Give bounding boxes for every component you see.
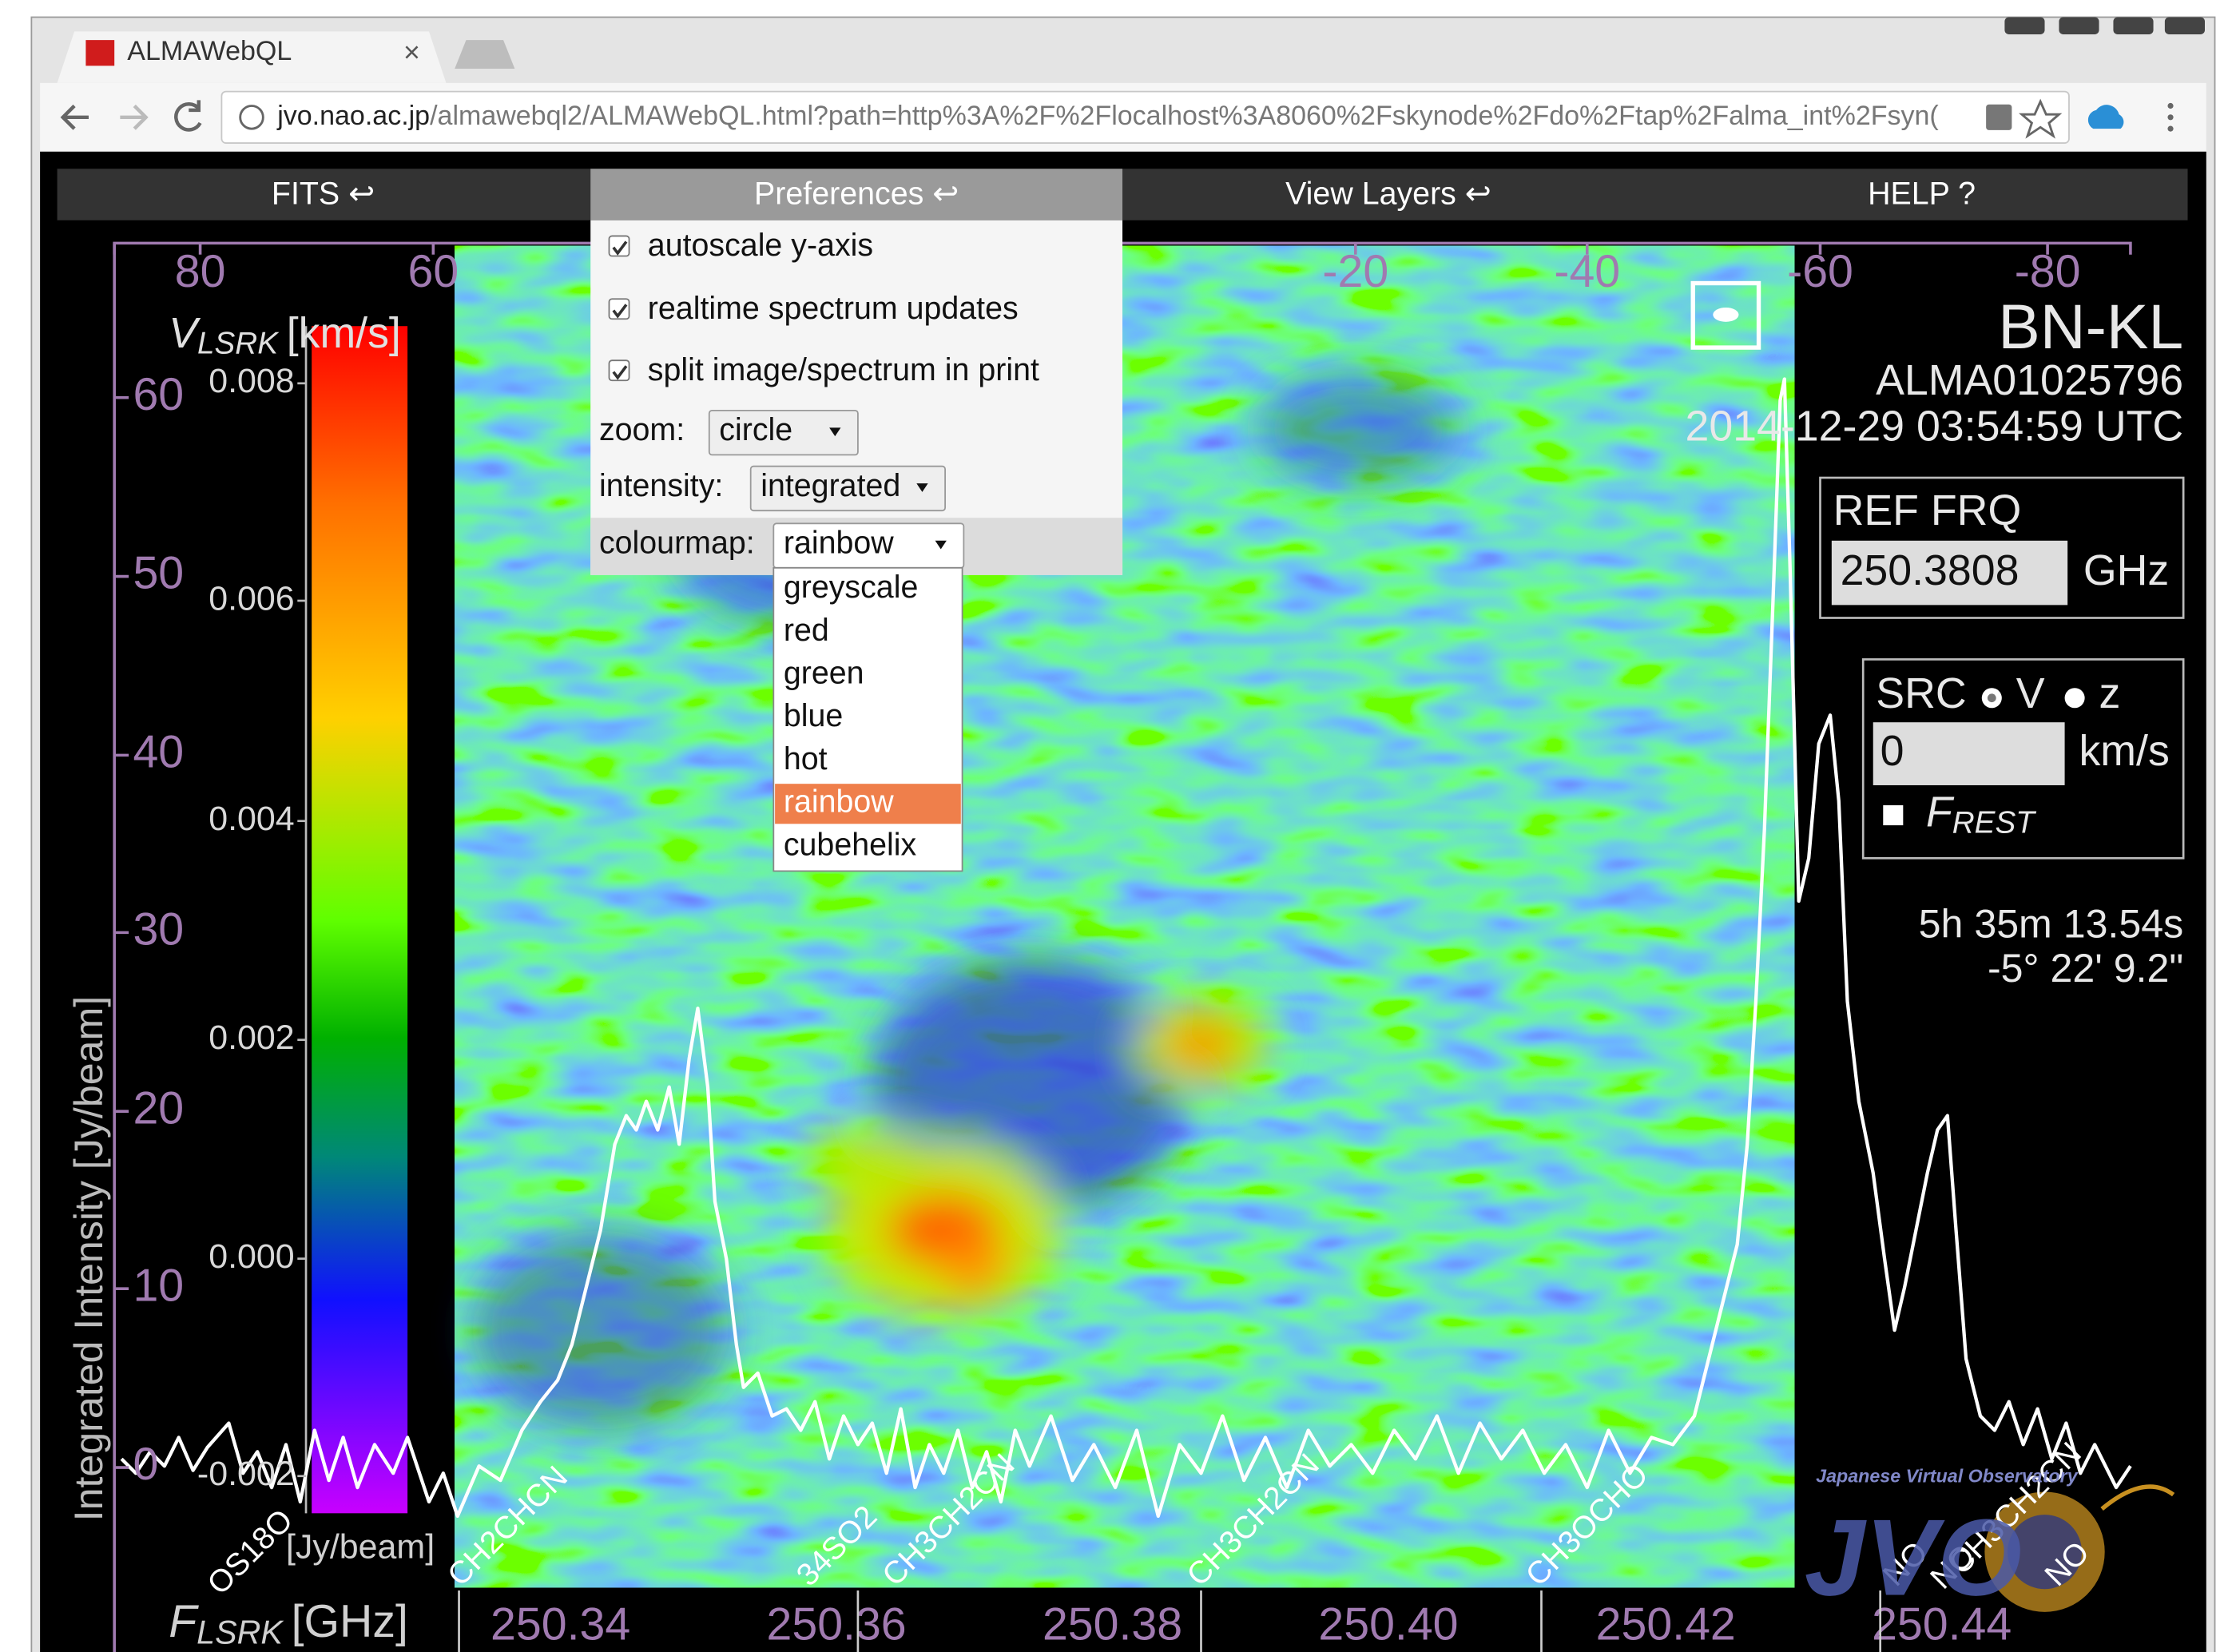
favicon <box>85 40 114 66</box>
velocity-axis-label-sub: LSRK <box>197 327 280 361</box>
colorbar-tick-label: 0.006 <box>209 579 294 618</box>
src-unit: km/s <box>2079 727 2169 775</box>
url-host: jvo.nao.ac.jp <box>276 101 430 131</box>
checkbox-label[interactable]: split image/spectrum in print <box>648 352 1039 387</box>
logo-caption: Japanese Virtual Observatory <box>1816 1466 2079 1487</box>
colorbar-tick-label: 0.000 <box>209 1237 294 1276</box>
observation-date: 2014-12-29 03:54:59 UTC <box>1685 402 2183 450</box>
colorbar <box>312 326 407 1513</box>
frequency-axis-label-unit: [GHz] <box>292 1596 408 1647</box>
frequency-tick-label: 250.40 <box>1318 1599 1458 1650</box>
intensity-value[interactable]: integrated <box>761 468 900 503</box>
velocity-tick-label: -60 <box>1787 246 1853 297</box>
checkbox-label[interactable]: realtime spectrum updates <box>648 291 1019 326</box>
frequency-tick-label: 250.38 <box>1043 1599 1182 1650</box>
src-label: SRC <box>1876 669 1966 717</box>
url: jvo.nao.ac.jp/almawebql2/ALMAWebQL.html?… <box>276 101 1939 131</box>
radio-v-dot <box>1988 693 1996 702</box>
ref-frq-unit: GHz <box>2083 546 2169 594</box>
velocity-tick-label: 60 <box>407 246 459 297</box>
velocity-tick-label: -80 <box>2015 246 2081 297</box>
left-tick-label: 10 <box>133 1260 184 1311</box>
checkbox-label[interactable]: autoscale y-axis <box>648 228 873 263</box>
zoom-label: zoom: <box>599 412 685 447</box>
screenshot: ALMAWebQL × jvo.nao.ac.jp/almawebql2/ALM… <box>0 0 2232 1652</box>
colourmap-value[interactable]: rainbow <box>784 526 894 561</box>
left-tick-label: 20 <box>133 1082 184 1134</box>
colorbar-tick-label: -0.002 <box>197 1455 295 1493</box>
velocity-tick-label: -20 <box>1322 246 1388 297</box>
colourmap-option[interactable]: cubehelix <box>784 827 917 862</box>
page: ALMAWebQL { "browser": { "tab_title": "A… <box>0 0 2232 1652</box>
velocity-axis-label-base: V <box>169 309 201 357</box>
zoom-value[interactable]: circle <box>719 412 792 447</box>
minimize-button[interactable] <box>2004 17 2044 34</box>
left-tick-label: 0 <box>133 1439 158 1490</box>
velocity-axis-label-unit: [km/s] <box>287 309 401 357</box>
left-axis-label: Integrated Intensity [Jy/beam] <box>66 996 111 1521</box>
frequency-tick-label: 250.36 <box>767 1599 907 1650</box>
menu-item[interactable]: View Layers ↩ <box>1285 177 1491 212</box>
left-tick-label: 30 <box>133 904 184 955</box>
velocity-tick-label: -40 <box>1554 246 1620 297</box>
maximize-button[interactable] <box>2113 17 2153 34</box>
colorbar-tick-label: 0.002 <box>209 1019 294 1057</box>
ref-frq-value[interactable]: 250.3808 <box>1841 546 2020 594</box>
menu-item[interactable]: HELP ? <box>1868 177 1976 212</box>
menu-dots[interactable] <box>2167 103 2173 132</box>
ref-frq-label: REF FRQ <box>1833 486 2022 534</box>
tab-title: ALMAWebQL <box>127 36 292 66</box>
logo-name: JVO <box>1805 1496 2022 1618</box>
frequency-tick-label: 250.42 <box>1596 1599 1736 1650</box>
colourmap-option[interactable]: blue <box>784 698 843 733</box>
frest-label-base: F <box>1926 788 1955 836</box>
source-id: ALMA01025796 <box>1876 356 2183 404</box>
tab-close[interactable]: × <box>403 36 420 68</box>
close-button[interactable] <box>2165 17 2205 34</box>
body: ALMAWebQL × jvo.nao.ac.jp/almawebql2/ALM… <box>0 0 2232 1652</box>
frequency-axis-label-sub: LSRK <box>197 1614 284 1650</box>
left-tick-label: 60 <box>133 369 184 420</box>
translate-icon[interactable] <box>1986 105 2012 130</box>
colourmap-option[interactable]: rainbow <box>784 784 894 820</box>
colourmap-option[interactable]: red <box>784 613 829 648</box>
colorbar-tick-label: 0.008 <box>209 362 294 400</box>
colorbar-tick-label: 0.004 <box>209 800 294 838</box>
frest-label-sub: REST <box>1952 806 2036 840</box>
colourmap-option[interactable]: green <box>784 656 864 691</box>
frequency-tick-label: 250.34 <box>490 1599 630 1650</box>
src-v: V <box>2016 669 2045 717</box>
colourmap-option[interactable]: hot <box>784 741 828 776</box>
declination: -5° 22' 9.2" <box>1988 946 2183 991</box>
url-path: /almawebql2/ALMAWebQL.html?path=http%3A%… <box>430 101 1939 131</box>
radio-z[interactable] <box>2065 688 2085 708</box>
beam-ellipse <box>1713 308 1738 322</box>
src-value[interactable]: 0 <box>1881 727 1904 775</box>
menu-item[interactable]: Preferences ↩ <box>754 177 959 212</box>
src-z: z <box>2099 669 2121 717</box>
velocity-tick-label: 80 <box>175 246 226 297</box>
source-name: BN-KL <box>1998 292 2183 362</box>
colourmap-option[interactable]: greyscale <box>784 570 919 605</box>
frest-checkbox[interactable] <box>1883 805 1903 825</box>
frequency-axis-label-base: F <box>169 1596 199 1647</box>
colorbar-unit: [Jy/beam] <box>286 1527 435 1566</box>
restore-button[interactable] <box>2059 17 2099 34</box>
colourmap-label: colourmap: <box>599 526 755 561</box>
left-tick-label: 50 <box>133 548 184 599</box>
right-ascension: 5h 35m 13.54s <box>1919 901 2183 946</box>
left-tick-label: 40 <box>133 726 184 777</box>
intensity-label: intensity: <box>599 468 723 503</box>
menu-item[interactable]: FITS ↩ <box>272 177 375 212</box>
